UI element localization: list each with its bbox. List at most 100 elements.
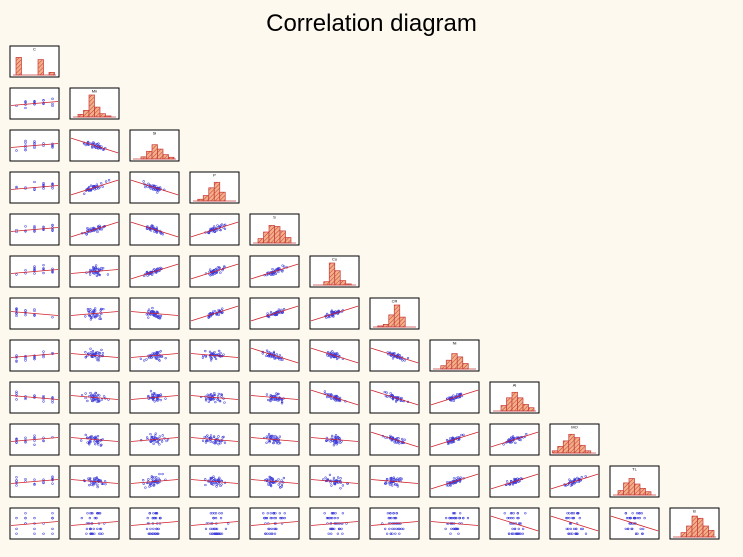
scatter-point: [147, 522, 150, 525]
scatter-point: [273, 532, 277, 535]
scatter-point: [267, 439, 271, 442]
scatter-point: [323, 512, 326, 515]
scatter-point: [387, 516, 390, 520]
regression-line: [490, 431, 539, 448]
scatter-point: [33, 527, 36, 531]
regression-line: [190, 479, 239, 484]
regression-line: [70, 395, 119, 400]
scatter-point: [42, 99, 45, 102]
scatter-point: [142, 482, 145, 485]
scatter-point: [86, 227, 89, 230]
scatter-panel-S-Mn: [69, 213, 120, 246]
scatter-point: [262, 512, 265, 515]
regression-line: [130, 263, 179, 280]
scatter-point: [211, 397, 214, 401]
scatter-point: [95, 352, 98, 356]
scatter-point: [215, 271, 218, 275]
scatter-point: [462, 516, 465, 520]
scatter-point: [639, 527, 642, 531]
scatter-point: [392, 527, 396, 531]
scatter-point: [271, 355, 275, 358]
histogram-bar: [451, 353, 458, 370]
scatter-point: [271, 532, 274, 535]
scatter-point: [511, 435, 515, 438]
scatter-point: [144, 185, 147, 189]
scatter-panel-Al-P: [189, 381, 240, 414]
scatter-panel-Ni-Si: [129, 339, 180, 372]
scatter-point: [450, 527, 453, 531]
scatter-point: [160, 355, 163, 358]
panel-frame: [129, 213, 180, 246]
scatter-point: [97, 187, 100, 190]
scatter-point: [265, 441, 268, 444]
scatter-point: [634, 532, 638, 535]
scatter-point: [580, 476, 583, 479]
scatter-point: [92, 265, 95, 269]
scatter-point: [93, 315, 97, 319]
scatter-panel-Al-Mn: [69, 381, 120, 414]
scatter-point: [24, 516, 27, 520]
scatter-point: [89, 184, 93, 187]
scatter-point: [452, 512, 456, 515]
scatter-point: [272, 512, 276, 515]
scatter-point: [33, 180, 36, 184]
scatter-panel-Ni-CR: [369, 339, 420, 372]
scatter-point: [147, 308, 151, 311]
scatter-point: [336, 476, 340, 479]
scatter-panel-Cu-S: [249, 255, 300, 288]
scatter-point: [267, 527, 270, 531]
scatter-point: [447, 442, 451, 445]
scatter-point: [329, 440, 332, 443]
regression-line: [370, 389, 419, 406]
panel-frame: [609, 507, 660, 540]
histogram-bar: [328, 262, 336, 286]
scatter-point: [80, 516, 83, 520]
scatter-point: [51, 532, 54, 535]
scatter-point: [388, 516, 391, 520]
scatter-point: [643, 516, 646, 520]
scatter-point: [511, 440, 514, 443]
histogram-bar: [94, 106, 101, 118]
histogram-bar: [219, 191, 226, 202]
scatter-point: [453, 516, 456, 520]
scatter-point: [98, 394, 101, 397]
scatter-point: [459, 476, 462, 479]
scatter-point: [578, 516, 581, 520]
regression-line: [250, 263, 299, 280]
scatter-point: [269, 484, 273, 487]
regression-line: [130, 395, 179, 400]
scatter-panel-Cu-P: [189, 255, 240, 288]
histogram-bar: [157, 148, 164, 160]
scatter-point: [265, 478, 268, 481]
scatter-point: [157, 532, 160, 535]
scatter-point: [221, 311, 224, 314]
scatter-point: [450, 395, 454, 399]
scatter-point: [524, 512, 527, 515]
scatter-point: [209, 434, 213, 437]
scatter-point: [33, 99, 36, 103]
variable-label: Mn: [92, 89, 98, 94]
histogram-bar: [557, 446, 564, 454]
scatter-point: [567, 527, 570, 531]
scatter-point: [266, 532, 269, 535]
scatter-point: [280, 516, 283, 520]
scatter-point: [268, 527, 271, 531]
scatter-point: [277, 478, 280, 481]
regression-line: [610, 515, 659, 532]
scatter-point: [33, 267, 36, 270]
scatter-point: [92, 352, 95, 356]
histogram-bar: [279, 230, 286, 244]
scatter-point: [216, 395, 220, 398]
scatter-panel-MO-C: [9, 423, 60, 456]
scatter-point: [96, 435, 100, 438]
scatter-point: [96, 527, 99, 531]
scatter-point: [15, 390, 18, 393]
scatter-point: [96, 358, 99, 362]
scatter-point: [89, 308, 92, 311]
scatter-point: [447, 396, 451, 400]
scatter-point: [332, 314, 335, 317]
scatter-point: [24, 225, 27, 228]
scatter-point: [632, 516, 636, 520]
scatter-point: [145, 436, 149, 439]
scatter-panel-Al-CR: [369, 381, 420, 414]
